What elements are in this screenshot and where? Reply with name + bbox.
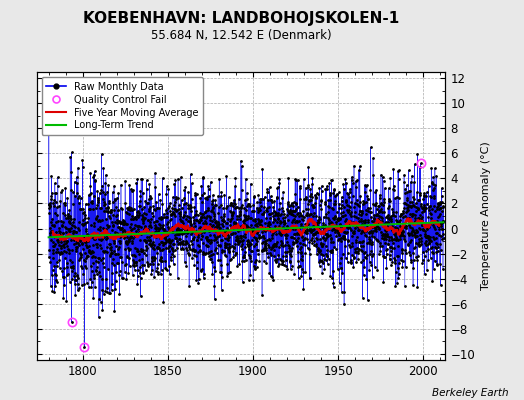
Text: 55.684 N, 12.542 E (Denmark): 55.684 N, 12.542 E (Denmark)	[151, 29, 331, 42]
Y-axis label: Temperature Anomaly (°C): Temperature Anomaly (°C)	[481, 142, 490, 290]
Legend: Raw Monthly Data, Quality Control Fail, Five Year Moving Average, Long-Term Tren: Raw Monthly Data, Quality Control Fail, …	[41, 77, 203, 135]
Text: Berkeley Earth: Berkeley Earth	[432, 388, 508, 398]
Text: KOEBENHAVN: LANDBOHOJSKOLEN-1: KOEBENHAVN: LANDBOHOJSKOLEN-1	[83, 11, 399, 26]
